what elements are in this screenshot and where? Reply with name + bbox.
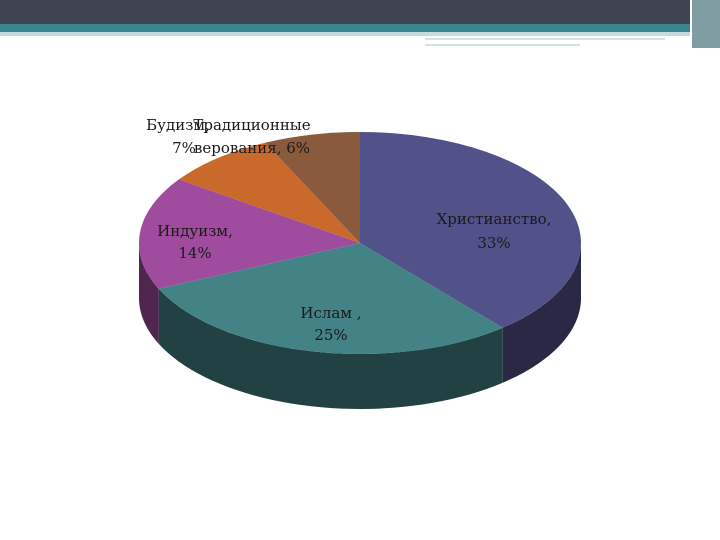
slice-christianity [360,132,582,328]
slice-hinduism [139,179,360,289]
pie-sides [139,243,581,409]
slice-label-hinduism-name: Индуизм, [157,222,233,240]
slice-label-christianity-value: 33% [477,234,510,252]
slice-label-buddhism-name: Будизм, [146,116,210,134]
header-stripe [0,24,720,32]
slice-label-buddhism-value: 7% [172,139,196,157]
slice-label-christianity-name: Христианство, [437,210,552,228]
slice-buddhism [178,142,360,243]
slice-label-islam-value: 25% [314,326,347,344]
slice-label-traditional-value: верования, 6% [194,139,310,157]
decorative-rule-short [425,44,580,46]
slice-label-traditional-name: Традиционные [193,116,310,134]
slice-label-islam-name: Ислам , [300,304,361,322]
pie-tops [139,132,582,355]
slice-traditional [265,132,360,243]
title-bar [0,0,720,24]
slice-side-islam [158,288,503,409]
slice-islam [158,243,503,355]
slice-label-hinduism-value: 14% [178,244,211,262]
pie-labels: Христианство, 33% Ислам , 25% Индуизм, 1… [146,116,551,344]
header-stripe-light [0,32,720,36]
slice-side-hinduism [139,243,159,344]
decorative-rule [425,38,665,40]
slice-side-christianity [502,243,581,383]
corner-decoration [690,0,720,48]
